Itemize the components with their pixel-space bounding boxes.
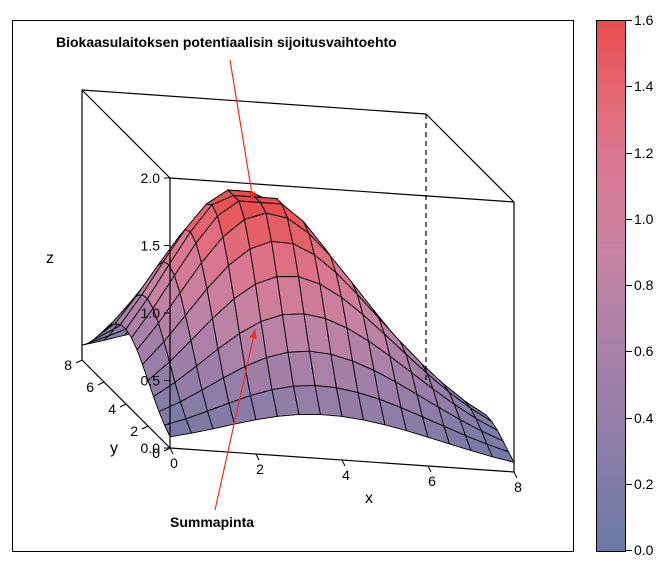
x-axis-label: x: [365, 490, 373, 508]
svg-text:2: 2: [130, 423, 138, 439]
annotation-top: Biokaasulaitoksen potentiaalisin sijoitu…: [56, 34, 397, 50]
svg-text:2.0: 2.0: [141, 170, 161, 186]
colorbar: 0.00.20.40.60.81.01.21.41.6: [596, 20, 651, 550]
svg-text:1.5: 1.5: [141, 238, 161, 254]
svg-text:0.5: 0.5: [141, 373, 161, 389]
svg-text:6: 6: [86, 379, 94, 395]
svg-text:0: 0: [152, 445, 160, 461]
y-axis-label: y: [110, 440, 118, 458]
colorbar-gradient: [596, 20, 626, 552]
svg-text:4: 4: [342, 467, 350, 483]
svg-text:4: 4: [108, 401, 116, 417]
surface-plot: 0.00.51.01.52.00246802468: [0, 0, 580, 560]
arrow-top: [230, 60, 253, 200]
svg-text:0: 0: [170, 455, 178, 471]
annotation-bottom: Summapinta: [170, 514, 254, 530]
chart-container: 0.00.51.01.52.00246802468 Biokaasulaitok…: [0, 0, 663, 566]
svg-text:8: 8: [64, 357, 72, 373]
svg-text:6: 6: [428, 473, 436, 489]
svg-text:1.0: 1.0: [141, 305, 161, 321]
z-axis-label: z: [46, 250, 54, 268]
svg-text:2: 2: [256, 461, 264, 477]
svg-text:8: 8: [514, 479, 522, 495]
